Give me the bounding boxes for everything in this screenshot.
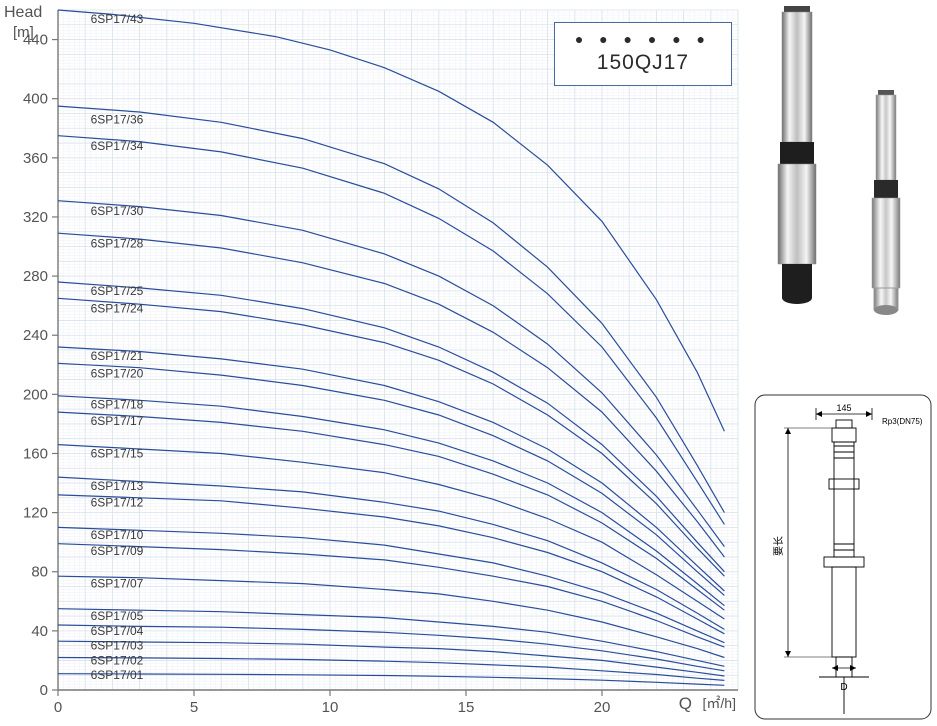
model-dots: ● ● ● ● ● ● — [575, 31, 711, 47]
svg-text:6SP17/07: 6SP17/07 — [91, 577, 144, 591]
svg-text:6SP17/17: 6SP17/17 — [91, 414, 144, 428]
svg-text:20: 20 — [594, 699, 611, 716]
svg-text:400: 400 — [23, 91, 48, 108]
svg-text:6SP17/02: 6SP17/02 — [91, 653, 144, 667]
svg-text:6SP17/25: 6SP17/25 — [91, 284, 144, 298]
pump-image-small — [862, 90, 910, 320]
svg-text:6SP17/03: 6SP17/03 — [91, 639, 144, 653]
svg-text:6SP17/04: 6SP17/04 — [91, 624, 144, 638]
d-label: D — [840, 682, 847, 693]
svg-text:10: 10 — [322, 699, 339, 716]
svg-text:320: 320 — [23, 209, 48, 226]
svg-text:6SP17/13: 6SP17/13 — [91, 479, 144, 493]
pump-image-large — [762, 6, 832, 316]
svg-text:80: 80 — [31, 564, 48, 581]
svg-text:360: 360 — [23, 150, 48, 167]
svg-text:6SP17/10: 6SP17/10 — [91, 528, 144, 542]
model-label-box: ● ● ● ● ● ● 150QJ17 — [554, 22, 732, 86]
svg-text:6SP17/30: 6SP17/30 — [91, 204, 144, 218]
dim-145: 145 — [836, 403, 851, 413]
svg-text:6SP17/01: 6SP17/01 — [91, 668, 144, 682]
svg-text:160: 160 — [23, 445, 48, 462]
y-axis-title: Head — [4, 4, 42, 22]
svg-text:6SP17/15: 6SP17/15 — [91, 446, 144, 460]
svg-text:15: 15 — [458, 699, 475, 716]
y-axis-unit: [m] — [13, 24, 34, 41]
svg-text:240: 240 — [23, 327, 48, 344]
svg-text:0: 0 — [40, 682, 48, 699]
svg-text:0: 0 — [54, 699, 62, 716]
model-text: 150QJ17 — [575, 51, 711, 75]
svg-text:120: 120 — [23, 505, 48, 522]
svg-text:5: 5 — [190, 699, 198, 716]
svg-text:6SP17/36: 6SP17/36 — [91, 112, 144, 126]
svg-text:6SP17/18: 6SP17/18 — [91, 398, 144, 412]
pump-curve-chart: Head [m] Q [㎡/h] ● ● ● ● ● ● 150QJ17 051… — [0, 0, 744, 726]
thread-label: Rp3(DN75) — [882, 417, 923, 426]
svg-text:200: 200 — [23, 386, 48, 403]
svg-text:6SP17/24: 6SP17/24 — [91, 302, 144, 316]
x-axis-title: Q — [679, 694, 692, 714]
x-axis-unit: [㎡/h] — [703, 693, 736, 713]
chart-svg: 0510152004080120160200240280320360400440… — [0, 0, 744, 726]
height-label: 要长 — [773, 536, 785, 556]
pump-dimension-diagram: 145 Rp3(DN75) — [754, 394, 932, 720]
svg-text:6SP17/43: 6SP17/43 — [91, 12, 144, 26]
svg-text:280: 280 — [23, 268, 48, 285]
svg-text:6SP17/05: 6SP17/05 — [91, 609, 144, 623]
svg-text:6SP17/12: 6SP17/12 — [91, 495, 144, 509]
svg-text:6SP17/21: 6SP17/21 — [91, 349, 144, 363]
svg-text:6SP17/09: 6SP17/09 — [91, 544, 144, 558]
svg-text:6SP17/34: 6SP17/34 — [91, 139, 144, 153]
svg-text:40: 40 — [31, 623, 48, 640]
svg-text:6SP17/28: 6SP17/28 — [91, 237, 144, 251]
svg-text:6SP17/20: 6SP17/20 — [91, 367, 144, 381]
